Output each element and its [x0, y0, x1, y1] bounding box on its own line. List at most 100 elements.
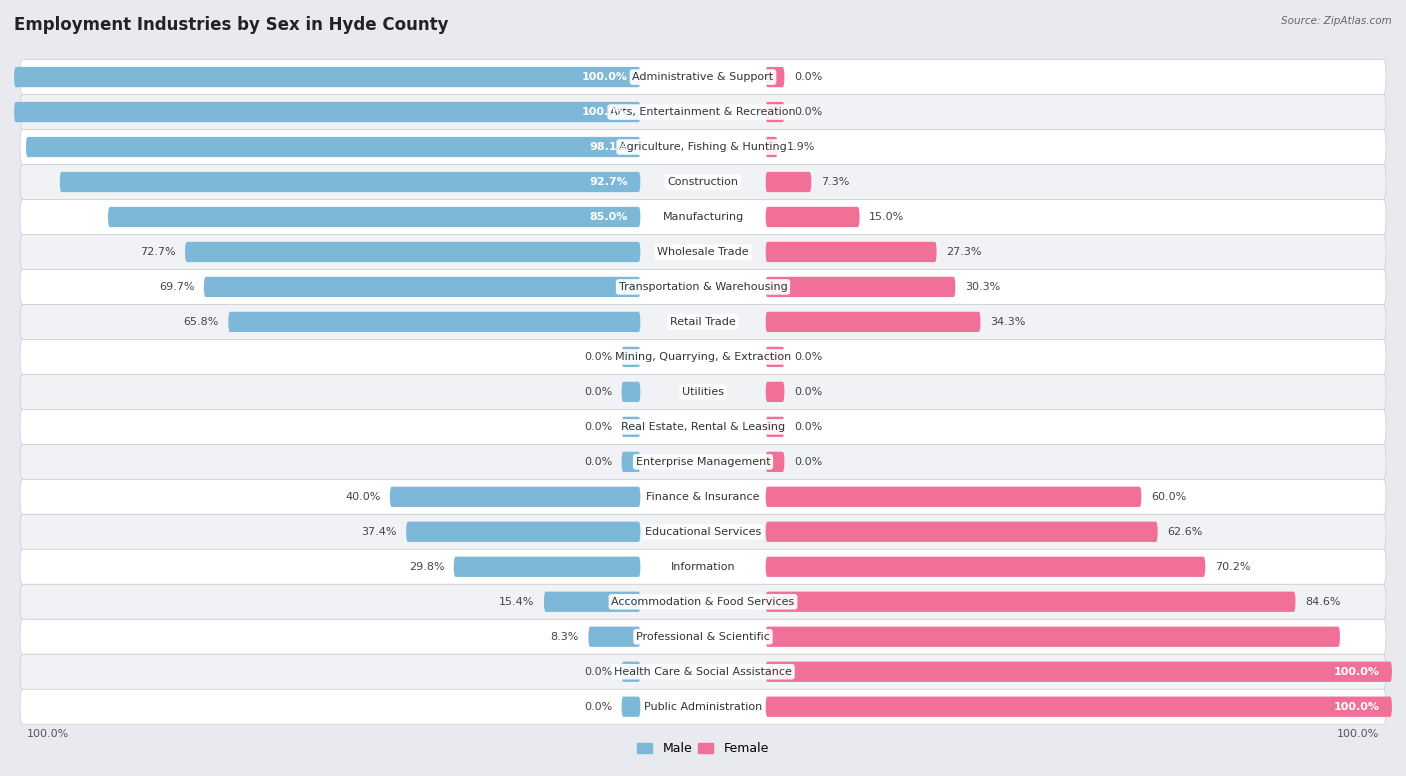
Text: 91.7%: 91.7%	[1341, 632, 1379, 642]
FancyBboxPatch shape	[20, 339, 1386, 374]
FancyBboxPatch shape	[621, 662, 640, 682]
Text: 70.2%: 70.2%	[1215, 562, 1250, 572]
Text: 100.0%: 100.0%	[582, 107, 628, 117]
Text: 0.0%: 0.0%	[583, 422, 612, 432]
FancyBboxPatch shape	[25, 137, 640, 158]
FancyBboxPatch shape	[20, 374, 1386, 410]
Text: 0.0%: 0.0%	[794, 387, 823, 397]
Text: Arts, Entertainment & Recreation: Arts, Entertainment & Recreation	[610, 107, 796, 117]
FancyBboxPatch shape	[20, 445, 1386, 480]
FancyBboxPatch shape	[406, 521, 640, 542]
FancyBboxPatch shape	[621, 417, 640, 437]
Text: Finance & Insurance: Finance & Insurance	[647, 492, 759, 502]
FancyBboxPatch shape	[621, 382, 640, 402]
FancyBboxPatch shape	[454, 556, 640, 577]
FancyBboxPatch shape	[20, 269, 1386, 304]
FancyBboxPatch shape	[20, 304, 1386, 339]
FancyBboxPatch shape	[766, 487, 1142, 507]
FancyBboxPatch shape	[14, 67, 640, 87]
Text: Agriculture, Fishing & Hunting: Agriculture, Fishing & Hunting	[619, 142, 787, 152]
FancyBboxPatch shape	[621, 347, 640, 367]
FancyBboxPatch shape	[766, 382, 785, 402]
Text: Public Administration: Public Administration	[644, 702, 762, 712]
FancyBboxPatch shape	[766, 277, 956, 297]
Text: 34.3%: 34.3%	[990, 317, 1025, 327]
FancyBboxPatch shape	[621, 697, 640, 717]
Text: Educational Services: Educational Services	[645, 527, 761, 537]
FancyBboxPatch shape	[20, 514, 1386, 549]
Text: 15.0%: 15.0%	[869, 212, 904, 222]
Text: 65.8%: 65.8%	[184, 317, 219, 327]
FancyBboxPatch shape	[766, 242, 936, 262]
FancyBboxPatch shape	[766, 102, 785, 122]
FancyBboxPatch shape	[544, 591, 640, 612]
Text: Professional & Scientific: Professional & Scientific	[636, 632, 770, 642]
Text: 0.0%: 0.0%	[794, 457, 823, 467]
FancyBboxPatch shape	[588, 626, 640, 647]
Text: Administrative & Support: Administrative & Support	[633, 72, 773, 82]
FancyBboxPatch shape	[766, 347, 785, 367]
FancyBboxPatch shape	[766, 137, 778, 158]
Text: 100.0%: 100.0%	[27, 729, 69, 739]
Text: 15.4%: 15.4%	[499, 597, 534, 607]
Text: 100.0%: 100.0%	[1333, 702, 1379, 712]
Text: 72.7%: 72.7%	[141, 247, 176, 257]
Text: 1.9%: 1.9%	[787, 142, 815, 152]
Text: 84.6%: 84.6%	[1305, 597, 1340, 607]
Text: 0.0%: 0.0%	[583, 352, 612, 362]
FancyBboxPatch shape	[621, 452, 640, 472]
Text: 100.0%: 100.0%	[1337, 729, 1379, 739]
Text: 85.0%: 85.0%	[589, 212, 628, 222]
FancyBboxPatch shape	[766, 67, 785, 87]
FancyBboxPatch shape	[20, 410, 1386, 445]
Text: 0.0%: 0.0%	[583, 702, 612, 712]
FancyBboxPatch shape	[204, 277, 640, 297]
Text: 0.0%: 0.0%	[583, 457, 612, 467]
Text: 62.6%: 62.6%	[1167, 527, 1202, 537]
Text: Utilities: Utilities	[682, 387, 724, 397]
Text: Real Estate, Rental & Leasing: Real Estate, Rental & Leasing	[621, 422, 785, 432]
FancyBboxPatch shape	[108, 207, 640, 227]
Text: 40.0%: 40.0%	[344, 492, 381, 502]
FancyBboxPatch shape	[60, 171, 640, 192]
Text: Information: Information	[671, 562, 735, 572]
Text: 100.0%: 100.0%	[1333, 667, 1379, 677]
Legend: Male, Female: Male, Female	[633, 737, 773, 760]
Text: Employment Industries by Sex in Hyde County: Employment Industries by Sex in Hyde Cou…	[14, 16, 449, 33]
FancyBboxPatch shape	[766, 521, 1157, 542]
FancyBboxPatch shape	[389, 487, 640, 507]
Text: Transportation & Warehousing: Transportation & Warehousing	[619, 282, 787, 292]
FancyBboxPatch shape	[20, 654, 1386, 689]
FancyBboxPatch shape	[20, 584, 1386, 619]
Text: 29.8%: 29.8%	[409, 562, 444, 572]
Text: Wholesale Trade: Wholesale Trade	[657, 247, 749, 257]
Text: 92.7%: 92.7%	[589, 177, 628, 187]
Text: Source: ZipAtlas.com: Source: ZipAtlas.com	[1281, 16, 1392, 26]
FancyBboxPatch shape	[20, 689, 1386, 724]
Text: 27.3%: 27.3%	[946, 247, 981, 257]
FancyBboxPatch shape	[20, 199, 1386, 234]
Text: Retail Trade: Retail Trade	[671, 317, 735, 327]
Text: Health Care & Social Assistance: Health Care & Social Assistance	[614, 667, 792, 677]
FancyBboxPatch shape	[766, 452, 785, 472]
Text: 60.0%: 60.0%	[1152, 492, 1187, 502]
FancyBboxPatch shape	[228, 312, 640, 332]
Text: 8.3%: 8.3%	[551, 632, 579, 642]
FancyBboxPatch shape	[20, 165, 1386, 199]
FancyBboxPatch shape	[20, 549, 1386, 584]
Text: 0.0%: 0.0%	[583, 667, 612, 677]
FancyBboxPatch shape	[766, 662, 1392, 682]
Text: 30.3%: 30.3%	[965, 282, 1000, 292]
FancyBboxPatch shape	[766, 556, 1205, 577]
FancyBboxPatch shape	[20, 60, 1386, 95]
FancyBboxPatch shape	[766, 171, 811, 192]
FancyBboxPatch shape	[766, 312, 980, 332]
Text: Manufacturing: Manufacturing	[662, 212, 744, 222]
FancyBboxPatch shape	[766, 591, 1295, 612]
FancyBboxPatch shape	[20, 130, 1386, 165]
FancyBboxPatch shape	[20, 480, 1386, 514]
Text: 0.0%: 0.0%	[583, 387, 612, 397]
FancyBboxPatch shape	[766, 417, 785, 437]
Text: Mining, Quarrying, & Extraction: Mining, Quarrying, & Extraction	[614, 352, 792, 362]
FancyBboxPatch shape	[20, 619, 1386, 654]
